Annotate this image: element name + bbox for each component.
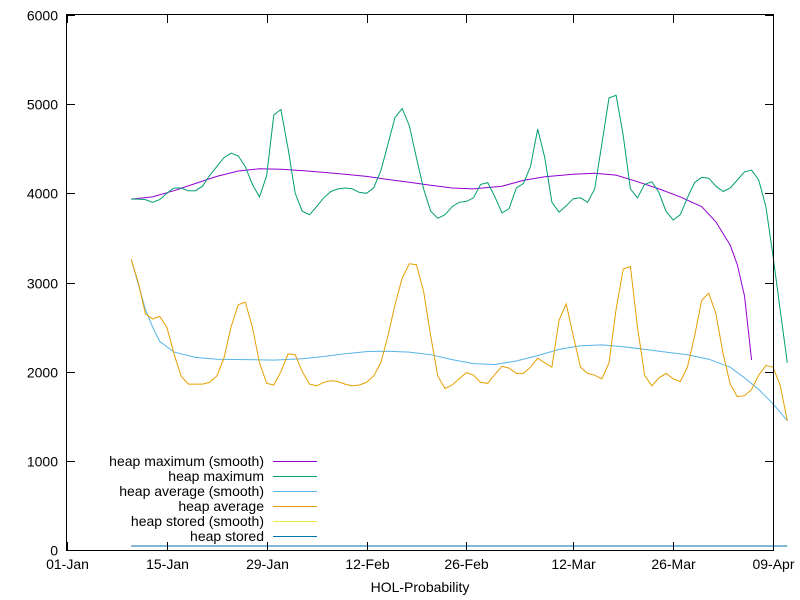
x-tick-label: 01-Jan <box>46 556 89 572</box>
y-tick-label: 5000 <box>27 97 58 113</box>
series-line-2 <box>130 259 788 422</box>
y-tick-label: 3000 <box>27 276 58 292</box>
axis-ticks: 0 1000 2000 3000 4000 5000 6000 01-Jan 15-Jan 29-… <box>27 8 795 573</box>
legend-label: heap stored (smooth) <box>131 513 264 529</box>
legend-label: heap average (smooth) <box>119 483 264 499</box>
series-line-0 <box>131 168 753 361</box>
legend-label: heap maximum <box>168 468 264 484</box>
plot-frame <box>66 14 774 551</box>
legend-label: heap maximum (smooth) <box>109 453 264 469</box>
legend-label: heap stored <box>190 528 264 544</box>
x-axis-title: HOL-Probability <box>371 579 470 595</box>
x-tick-label: 26-Mar <box>651 556 696 572</box>
y-tick-label: 2000 <box>27 365 58 381</box>
series-line-1 <box>131 94 788 363</box>
x-tick-label: 12-Mar <box>551 556 596 572</box>
x-tick-label: 15-Jan <box>146 556 189 572</box>
y-tick-label: 6000 <box>27 8 58 24</box>
x-tick-label: 29-Jan <box>246 556 289 572</box>
x-tick-label: 26-Feb <box>444 556 489 572</box>
y-tick-label: 4000 <box>27 186 58 202</box>
legend-label: heap average <box>178 498 264 514</box>
y-tick-label: 1000 <box>27 454 58 470</box>
series-layer <box>130 94 788 547</box>
x-tick-label: 09-Apr <box>752 556 794 572</box>
x-tick-label: 12-Feb <box>345 556 390 572</box>
y-tick-label: 0 <box>50 543 58 559</box>
series-line-3 <box>130 259 788 421</box>
